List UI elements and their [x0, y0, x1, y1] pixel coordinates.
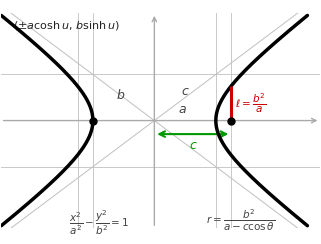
- Text: $(\pm a\cosh u,\, b\sinh u)$: $(\pm a\cosh u,\, b\sinh u)$: [13, 19, 120, 32]
- Text: b: b: [117, 89, 125, 102]
- Text: c: c: [182, 85, 188, 99]
- Text: $\ell = \dfrac{b^2}{a}$: $\ell = \dfrac{b^2}{a}$: [235, 92, 266, 115]
- Text: $r = \dfrac{b^2}{a - c\cos\theta}$: $r = \dfrac{b^2}{a - c\cos\theta}$: [206, 208, 275, 233]
- Text: a: a: [178, 103, 186, 116]
- Text: c: c: [189, 139, 196, 152]
- Text: $\dfrac{x^2}{a^2} - \dfrac{y^2}{b^2} = 1$: $\dfrac{x^2}{a^2} - \dfrac{y^2}{b^2} = 1…: [69, 208, 129, 237]
